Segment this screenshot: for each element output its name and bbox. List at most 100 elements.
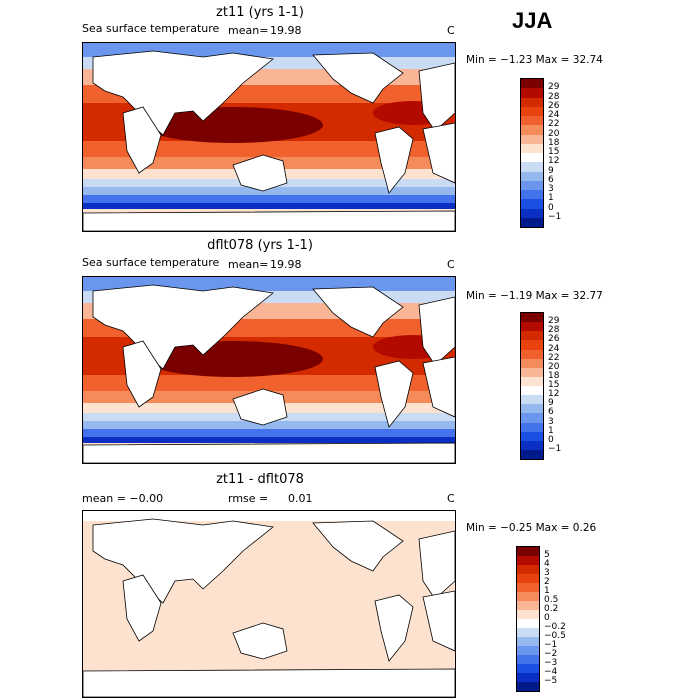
panel-2-minmax: Min = −1.19 Max = 32.77 — [466, 290, 603, 302]
colorbar-tick-label: 5 — [544, 550, 550, 560]
panel-3-colorbar-cells — [517, 547, 539, 691]
colorbar-swatch — [517, 646, 539, 655]
colorbar-tick-label: 3 — [548, 184, 554, 194]
panel-2-variable-label: Sea surface temperature — [82, 256, 220, 269]
panel-2-mean-value: 19.98 — [270, 258, 302, 271]
colorbar-swatch — [521, 153, 543, 163]
panel-3-rmse-label: rmse = — [228, 492, 269, 505]
colorbar-swatch — [521, 349, 543, 359]
colorbar-tick-label: 29 — [548, 316, 560, 327]
colorbar-tick-label: 29 — [548, 82, 560, 93]
panel-2-colorbar — [520, 312, 544, 460]
panel-3-title: zt11 - dflt078 — [216, 472, 304, 487]
colorbar-swatch — [521, 199, 543, 209]
colorbar-tick-label: 15 — [548, 380, 560, 390]
colorbar-swatch — [517, 628, 539, 637]
colorbar-swatch — [521, 395, 543, 405]
colorbar-tick-label: 3 — [544, 568, 550, 578]
colorbar-swatch — [521, 331, 543, 341]
panel-1-units: C — [447, 24, 455, 37]
colorbar-tick-label: −1 — [548, 443, 562, 454]
colorbar-tick-label: −0.2 — [544, 622, 566, 632]
panel-2-map — [82, 276, 456, 464]
panel-3-mean-text: mean = −0.00 — [82, 492, 164, 505]
panel-2-map-graphic — [83, 277, 455, 463]
panel-3-rmse-value: 0.01 — [288, 492, 313, 505]
panel-1-map-graphic — [83, 43, 455, 231]
panel-3-units: C — [447, 492, 455, 505]
colorbar-swatch — [521, 422, 543, 432]
colorbar-swatch — [521, 431, 543, 441]
colorbar-swatch — [517, 682, 539, 691]
colorbar-swatch — [521, 88, 543, 98]
colorbar-tick-label: −5 — [544, 676, 558, 686]
season-label: JJA — [512, 8, 553, 33]
colorbar-swatch — [517, 547, 539, 556]
colorbar-swatch — [521, 143, 543, 153]
colorbar-tick-label: 18 — [548, 370, 560, 381]
colorbar-tick-label: 18 — [548, 137, 560, 148]
panel-2-colorbar-labels: 29 28 26 24 22 20 18 15 12 9 6 3 1 0 −1 — [548, 312, 588, 462]
colorbar-swatch — [521, 106, 543, 116]
colorbar-tick-label: −1 — [548, 211, 562, 222]
colorbar-swatch — [521, 367, 543, 377]
colorbar-swatch — [517, 673, 539, 682]
colorbar-tick-label: 26 — [548, 334, 560, 345]
colorbar-tick-label: 1 — [548, 425, 554, 436]
colorbar-swatch — [521, 116, 543, 126]
colorbar-swatch — [517, 610, 539, 619]
colorbar-swatch — [521, 358, 543, 368]
colorbar-tick-label: 12 — [548, 389, 560, 400]
colorbar-swatch — [521, 313, 543, 323]
colorbar-tick-label: 26 — [548, 100, 560, 111]
panel-1-minmax: Min = −1.23 Max = 32.74 — [466, 54, 603, 66]
panel-1-map — [82, 42, 456, 232]
colorbar-swatch — [517, 583, 539, 592]
colorbar-tick-label: 20 — [548, 361, 560, 372]
panel-2-units: C — [447, 258, 455, 271]
colorbar-swatch — [517, 556, 539, 565]
panel-1-colorbar — [520, 78, 544, 228]
colorbar-swatch — [521, 413, 543, 423]
colorbar-swatch — [517, 619, 539, 628]
colorbar-swatch — [517, 601, 539, 610]
colorbar-tick-label: 2 — [544, 577, 550, 587]
colorbar-swatch — [517, 592, 539, 601]
colorbar-tick-label: 22 — [548, 119, 560, 130]
colorbar-tick-label: −2 — [544, 649, 558, 659]
colorbar-tick-label: 24 — [548, 343, 560, 354]
colorbar-tick-label: 15 — [548, 147, 560, 157]
panel-3-colorbar — [516, 546, 540, 692]
colorbar-tick-label: 6 — [548, 174, 554, 185]
colorbar-tick-label: 3 — [548, 416, 554, 427]
colorbar-tick-label: 28 — [548, 325, 560, 336]
colorbar-swatch — [517, 565, 539, 574]
colorbar-swatch — [521, 340, 543, 350]
colorbar-swatch — [521, 180, 543, 190]
colorbar-tick-label: 0 — [544, 613, 550, 623]
panel-1-variable-label: Sea surface temperature — [82, 22, 220, 35]
panel-1-mean-label: mean= — [228, 24, 269, 37]
panel-3-colorbar-labels: 5 4 3 2 1 0.5 0.2 0 −0.2 −0.5 −1 −2 −3 −4 −5 — [544, 546, 584, 696]
colorbar-swatch — [521, 162, 543, 172]
colorbar-tick-label: 22 — [548, 352, 560, 363]
colorbar-tick-label: 28 — [548, 91, 560, 102]
panel-2-title: dflt078 (yrs 1-1) — [207, 238, 313, 253]
colorbar-swatch — [521, 125, 543, 135]
colorbar-tick-label: −1 — [544, 640, 558, 650]
panel-3-map-graphic — [83, 511, 455, 697]
colorbar-swatch — [517, 664, 539, 673]
colorbar-swatch — [521, 134, 543, 144]
colorbar-tick-label: 4 — [544, 559, 550, 569]
colorbar-swatch — [521, 97, 543, 107]
colorbar-swatch — [517, 655, 539, 664]
panel-2-colorbar-cells — [521, 313, 543, 459]
colorbar-tick-label: −0.5 — [544, 631, 566, 641]
colorbar-swatch — [521, 449, 543, 459]
colorbar-swatch — [521, 208, 543, 218]
panel-2-mean-label: mean= — [228, 258, 269, 271]
colorbar-swatch — [521, 217, 543, 227]
colorbar-tick-label: −4 — [544, 667, 558, 677]
colorbar-swatch — [521, 171, 543, 181]
colorbar-tick-label: 9 — [548, 398, 554, 409]
